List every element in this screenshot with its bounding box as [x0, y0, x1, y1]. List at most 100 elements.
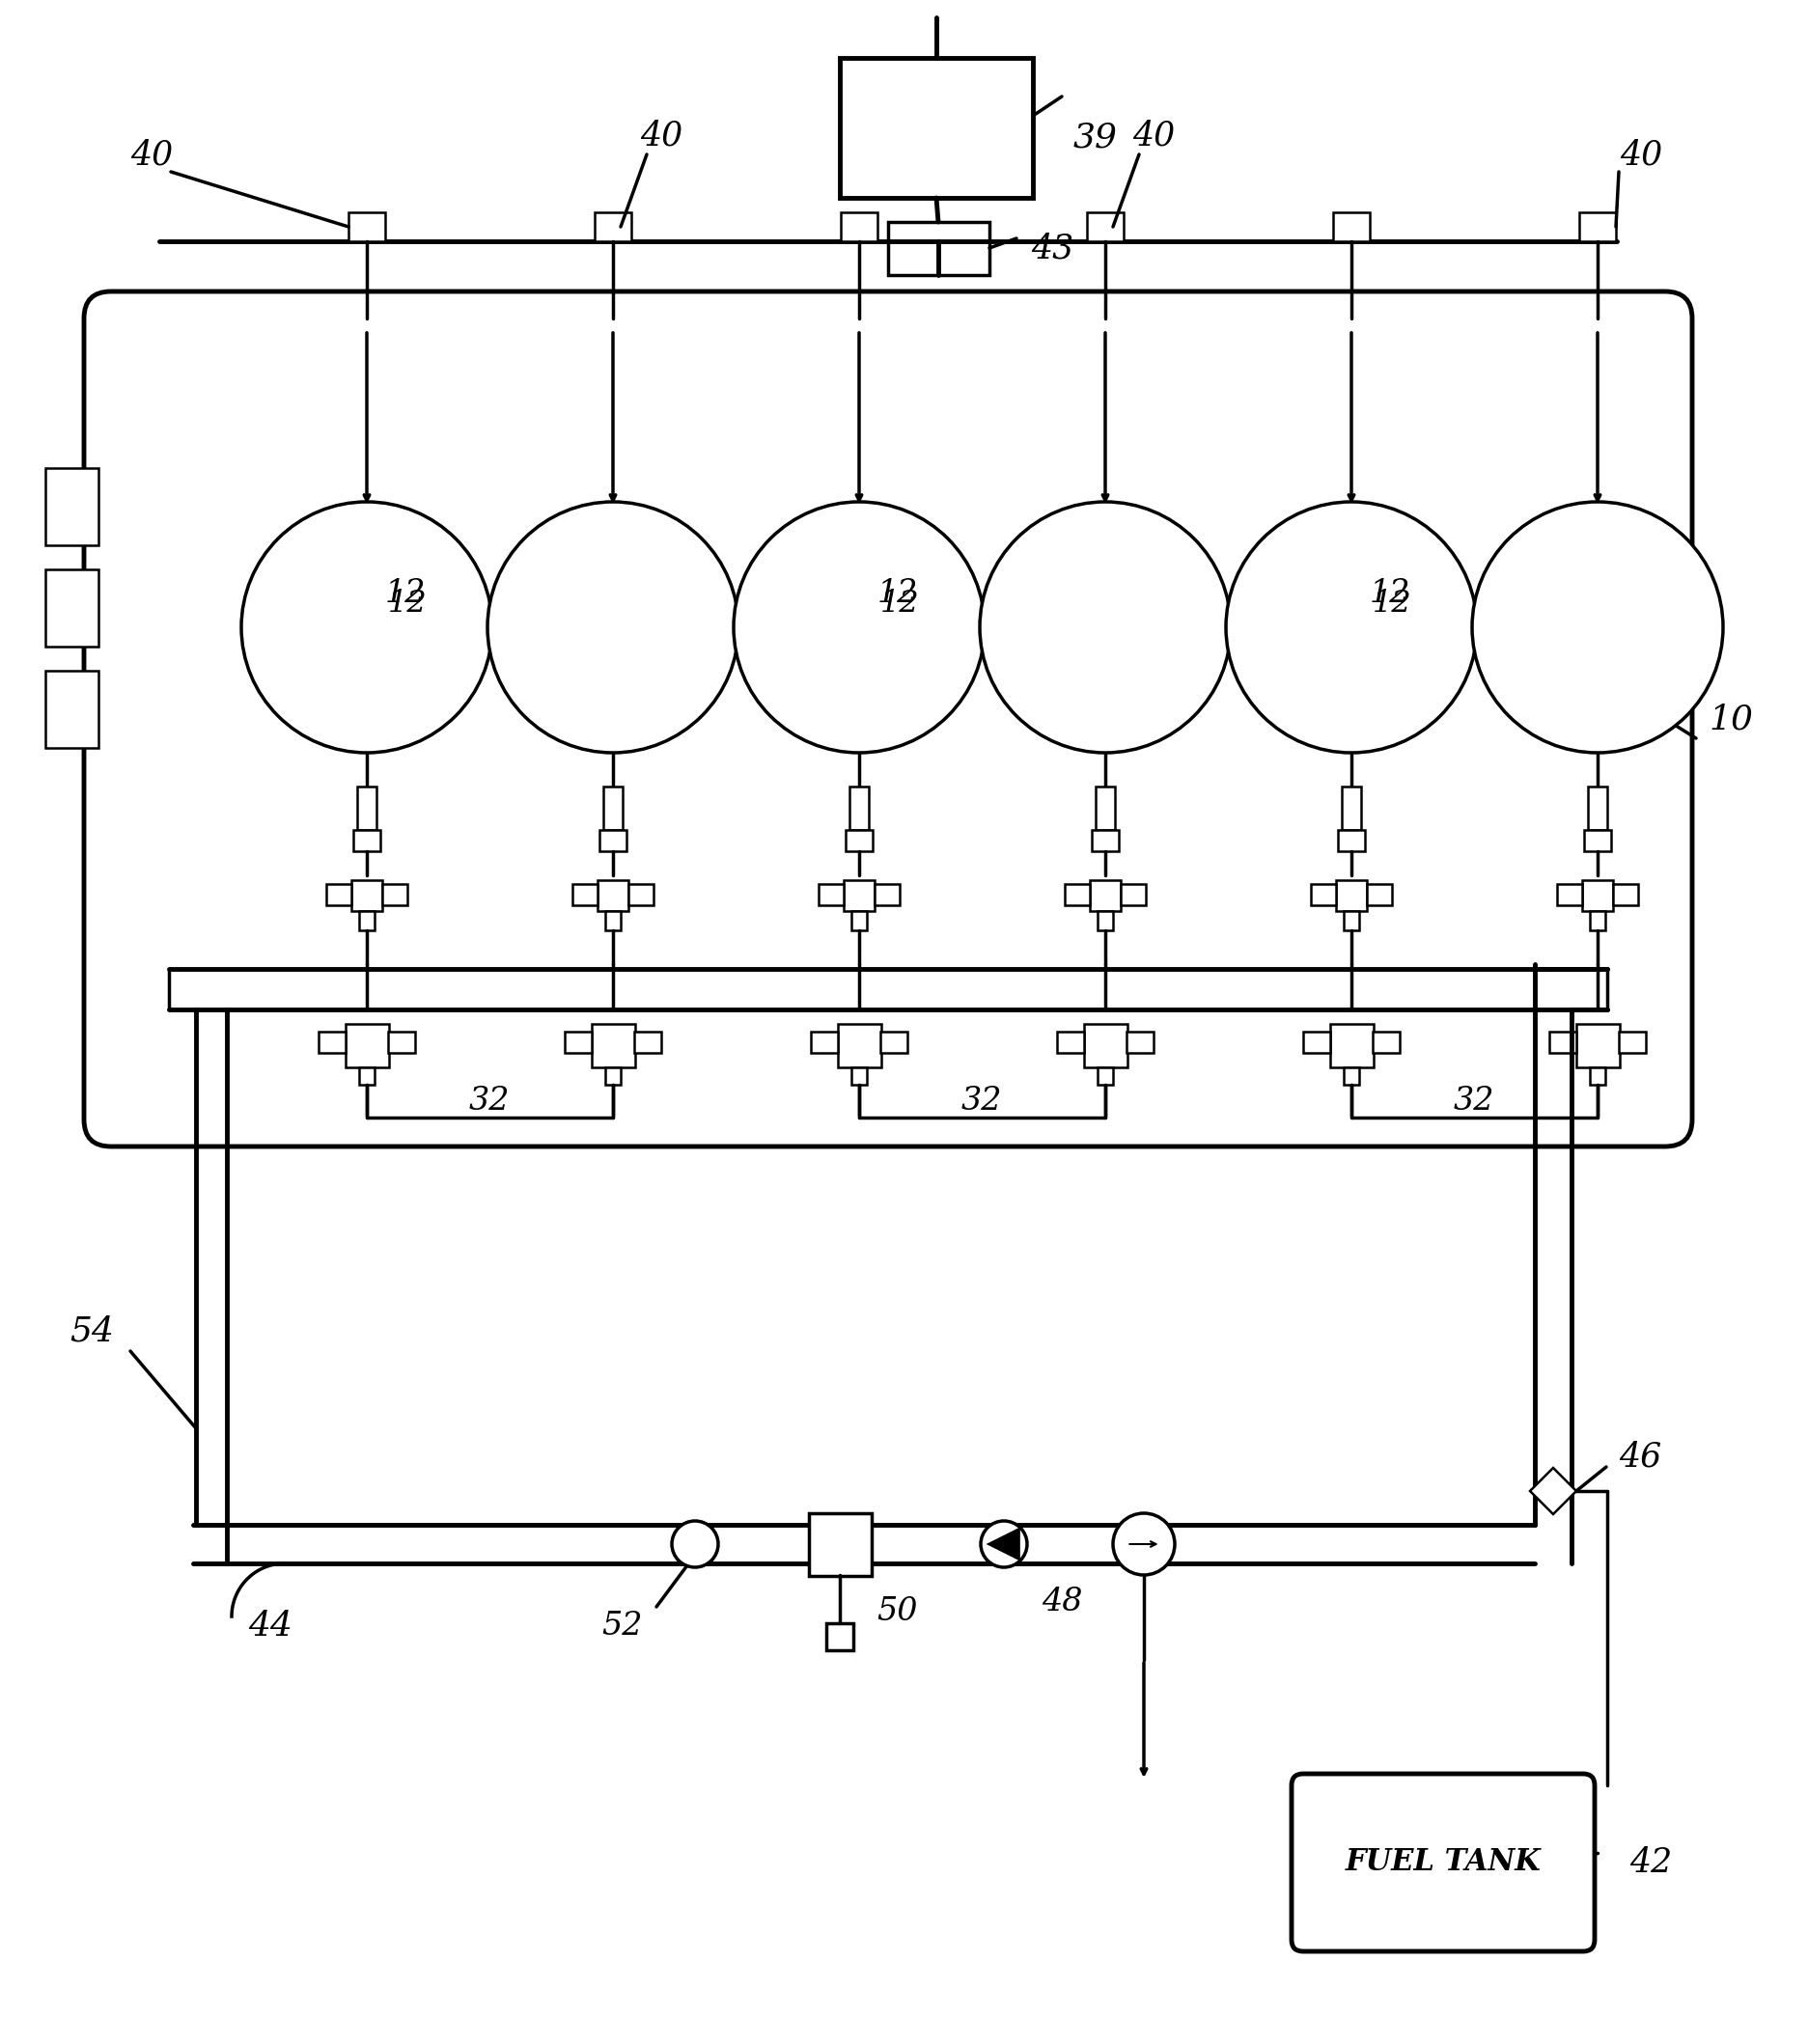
Bar	[1557, 883, 1582, 905]
Bar	[1056, 1032, 1083, 1053]
Bar	[1083, 1024, 1126, 1067]
Bar	[880, 1032, 908, 1053]
Bar	[808, 1513, 871, 1576]
Text: 32: 32	[1452, 1085, 1493, 1116]
Circle shape	[980, 1521, 1027, 1568]
Bar	[1372, 1032, 1399, 1053]
Bar	[360, 1067, 374, 1085]
Text: 12: 12	[1372, 589, 1410, 617]
Bar	[873, 883, 899, 905]
Bar	[606, 1067, 620, 1085]
Bar	[1338, 830, 1365, 850]
Text: 48: 48	[1041, 1586, 1081, 1617]
Bar	[1121, 883, 1144, 905]
FancyBboxPatch shape	[83, 292, 1690, 1147]
Bar	[635, 1032, 662, 1053]
Bar	[1329, 1024, 1372, 1067]
Bar	[1126, 1032, 1154, 1053]
Text: 32: 32	[468, 1085, 510, 1116]
Bar	[826, 1623, 853, 1650]
Text: 32: 32	[960, 1085, 1002, 1116]
Bar	[345, 1024, 389, 1067]
Text: 12: 12	[387, 589, 427, 617]
Bar	[1087, 213, 1123, 241]
Bar	[595, 213, 631, 241]
Bar	[389, 1032, 414, 1053]
Bar	[850, 787, 868, 830]
Bar	[1096, 787, 1114, 830]
Bar	[1336, 881, 1367, 912]
Bar	[1578, 213, 1615, 241]
Bar	[1613, 883, 1638, 905]
Bar	[810, 1032, 837, 1053]
Text: 40: 40	[640, 119, 682, 151]
Bar	[325, 883, 351, 905]
Text: 10: 10	[1709, 703, 1752, 736]
Bar	[564, 1032, 591, 1053]
Bar	[1343, 1067, 1358, 1085]
Bar	[839, 57, 1032, 198]
Bar	[349, 213, 385, 241]
Text: 12: 12	[877, 578, 918, 609]
Text: 50: 50	[877, 1596, 918, 1627]
Bar	[1618, 1032, 1645, 1053]
Bar	[837, 1024, 880, 1067]
Bar	[1092, 830, 1117, 850]
Text: 44: 44	[248, 1611, 293, 1643]
Bar	[1311, 883, 1336, 905]
Bar	[360, 912, 374, 930]
Bar	[1589, 912, 1604, 930]
Bar	[606, 912, 620, 930]
Bar	[351, 881, 381, 912]
Bar	[1548, 1032, 1575, 1053]
Circle shape	[486, 503, 738, 752]
Bar	[852, 912, 866, 930]
Bar	[1097, 912, 1112, 930]
Bar	[1367, 883, 1390, 905]
Circle shape	[240, 503, 492, 752]
Bar	[1302, 1032, 1329, 1053]
Bar	[888, 223, 989, 276]
Text: 12: 12	[385, 578, 425, 609]
Circle shape	[1472, 503, 1723, 752]
Polygon shape	[989, 1529, 1018, 1560]
Bar	[1343, 912, 1358, 930]
Text: 40: 40	[1132, 119, 1173, 151]
Bar	[819, 883, 843, 905]
Bar	[591, 1024, 635, 1067]
Bar	[1589, 1067, 1604, 1085]
Text: 46: 46	[1618, 1441, 1660, 1474]
Bar	[844, 830, 871, 850]
Bar	[1575, 1024, 1618, 1067]
Text: 52: 52	[602, 1611, 644, 1641]
Bar	[1582, 881, 1613, 912]
Circle shape	[1112, 1513, 1173, 1576]
Bar	[381, 883, 407, 905]
Bar	[597, 881, 627, 912]
Circle shape	[671, 1521, 718, 1568]
Bar	[852, 1067, 866, 1085]
Bar	[1065, 883, 1088, 905]
Text: 42: 42	[1629, 1846, 1671, 1878]
Bar	[1342, 787, 1360, 830]
Circle shape	[734, 503, 984, 752]
Bar	[604, 787, 622, 830]
Text: 43: 43	[1031, 231, 1072, 264]
Bar	[571, 883, 597, 905]
Circle shape	[980, 503, 1229, 752]
Text: 54: 54	[69, 1316, 114, 1349]
Bar	[1097, 1067, 1112, 1085]
Bar	[1088, 881, 1121, 912]
Bar	[841, 213, 877, 241]
Bar	[45, 670, 98, 748]
Polygon shape	[1530, 1468, 1575, 1515]
Bar	[598, 830, 626, 850]
Bar	[318, 1032, 345, 1053]
Text: 40: 40	[1618, 139, 1662, 172]
Text: 12: 12	[879, 589, 918, 617]
Circle shape	[1226, 503, 1475, 752]
Bar	[1584, 830, 1611, 850]
Bar	[843, 881, 873, 912]
Bar	[1587, 787, 1606, 830]
Text: 12: 12	[1369, 578, 1410, 609]
